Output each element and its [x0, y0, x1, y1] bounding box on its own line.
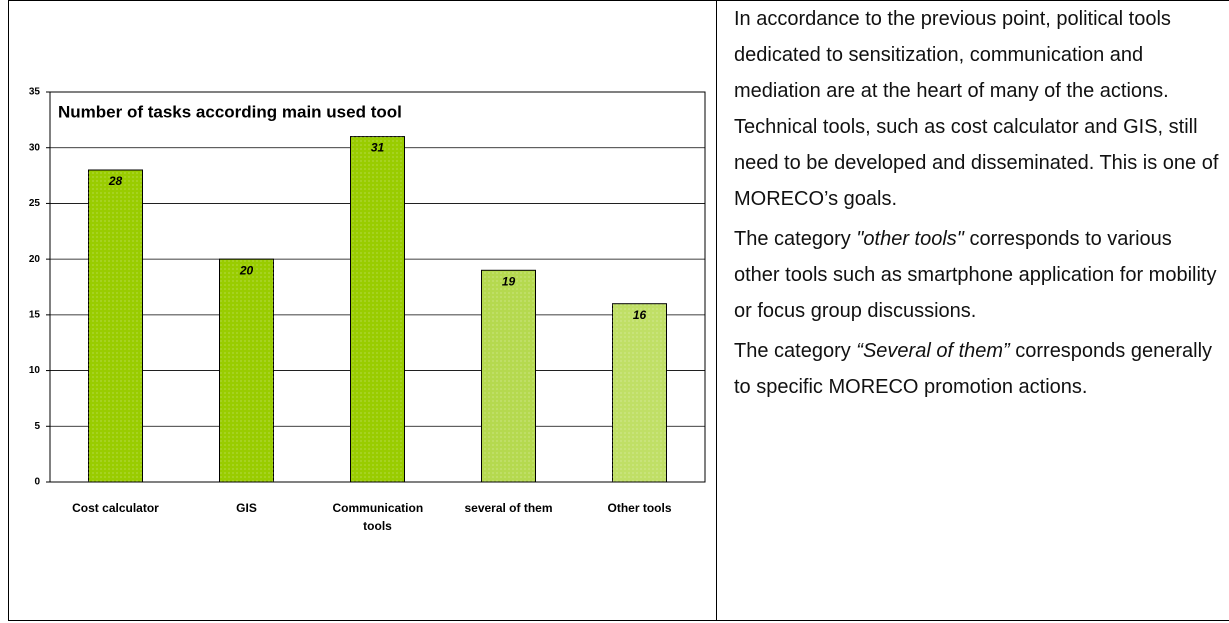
paragraph: The category “Several of them” correspon… — [734, 333, 1221, 405]
x-tick-label: several of them — [464, 501, 553, 515]
emphasis: "other tools" — [856, 228, 964, 250]
y-tick-label: 5 — [34, 421, 40, 432]
x-tick-label: Communication tools — [332, 501, 424, 533]
text-run: The category — [734, 340, 857, 362]
y-tick-label: 20 — [29, 254, 41, 265]
bar-texture — [612, 303, 667, 482]
paragraph: The category "other tools" corresponds t… — [734, 221, 1221, 329]
y-tick-label: 15 — [29, 309, 41, 320]
text-cell: In accordance to the previous point, pol… — [716, 0, 1229, 621]
bar-texture — [481, 270, 536, 482]
paragraph: In accordance to the previous point, pol… — [734, 1, 1221, 217]
bar-texture — [350, 136, 405, 483]
y-tick-label: 25 — [29, 198, 41, 209]
text-run: The category — [734, 228, 857, 250]
y-tick-label: 0 — [34, 477, 40, 488]
data-label: 20 — [239, 263, 254, 277]
chart-cell — [8, 0, 716, 621]
chart-title: Number of tasks according main used tool — [58, 102, 402, 121]
data-label: 28 — [108, 174, 123, 188]
chart: 0 5 10 15 20 25 30 35 Number of tasks according … — [29, 87, 706, 488]
data-label: 16 — [633, 308, 647, 322]
data-label: 31 — [371, 141, 385, 155]
y-tick-label: 10 — [29, 365, 41, 376]
x-tick-label: Cost calculator — [72, 501, 159, 515]
bar-texture — [219, 259, 274, 482]
bar-texture — [88, 170, 143, 482]
y-tick-label: 30 — [29, 142, 41, 153]
emphasis: “Several of them” — [856, 340, 1010, 362]
x-tick-label: Other tools — [607, 501, 672, 515]
text-run: In accordance to the previous point, pol… — [734, 8, 1219, 210]
text-run: corresponds generally to specific MORECO… — [734, 340, 1213, 398]
text-run: corresponds to various other tools such … — [734, 228, 1217, 322]
data-label: 19 — [502, 274, 516, 288]
x-tick-label: GIS — [236, 501, 257, 515]
y-tick-label: 35 — [29, 87, 41, 98]
